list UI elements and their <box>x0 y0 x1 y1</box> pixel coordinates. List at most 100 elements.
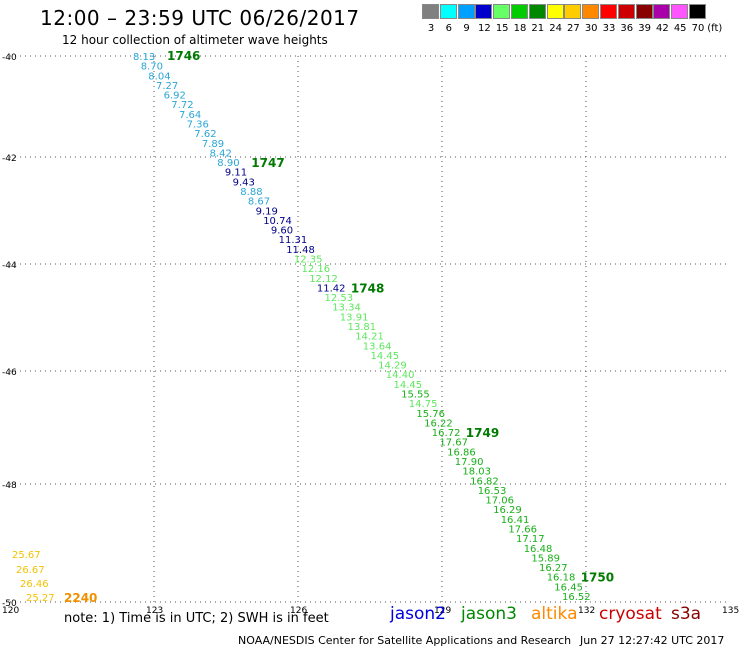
legend-label: 12 <box>478 23 491 34</box>
swh-value: 12.53 <box>325 293 354 304</box>
swh-value: 16.52 <box>562 592 591 603</box>
legend-label: 3 <box>427 23 435 34</box>
swh-value: 17.06 <box>485 496 514 507</box>
legend-swatch <box>600 4 617 19</box>
pass-time-label: 2240 <box>64 591 97 605</box>
legend-swatch <box>546 4 564 19</box>
swh-value: 9.43 <box>233 177 255 188</box>
longitude-label: 126 <box>290 606 307 616</box>
swh-value: 7.89 <box>202 139 224 150</box>
legend-label: 70 <box>691 23 705 34</box>
pass-time-label: 1749 <box>466 426 499 440</box>
legend-swatch <box>671 4 689 19</box>
page-title: 12:00 – 23:59 UTC 06/26/2017 <box>40 6 360 30</box>
legend-label: 18 <box>513 23 527 34</box>
swh-value: 17.67 <box>439 438 468 449</box>
legend-swatch <box>511 4 528 19</box>
footer-credit: NOAA/NESDIS Center for Satellite Applica… <box>238 634 572 647</box>
longitude-label: 135 <box>722 606 739 616</box>
legend-label: 24 <box>549 23 562 34</box>
swh-value: 7.64 <box>179 110 201 121</box>
latitude-label: -46 <box>2 368 17 378</box>
swh-value: 12.35 <box>294 255 323 266</box>
swh-value: 8.04 <box>148 71 170 82</box>
note-text: note: 1) Time is in UTC; 2) SWH is in fe… <box>64 611 329 626</box>
pass-time-label: 1750 <box>581 571 614 585</box>
swh-value: 26.46 <box>20 579 49 590</box>
swh-value: 25.27 <box>26 593 55 604</box>
legend-swatch <box>582 4 600 19</box>
pass-time-label: 1746 <box>167 49 200 63</box>
swh-value: 14.29 <box>378 361 407 372</box>
legend-swatch <box>564 4 582 19</box>
page-subtitle: 12 hour collection of altimeter wave hei… <box>62 33 328 47</box>
swh-value: 11.31 <box>279 235 308 246</box>
swh-value: 14.21 <box>355 332 384 343</box>
swh-value: 15.55 <box>401 390 430 401</box>
legend-swatch <box>439 4 457 19</box>
swh-value: 8.67 <box>248 197 270 208</box>
swh-value: 17.90 <box>455 457 484 468</box>
legend-swatch <box>617 4 635 19</box>
swh-value: 16.22 <box>424 418 453 429</box>
legend-swatch <box>635 4 653 19</box>
satellite-name: altika <box>531 604 578 624</box>
legend-unit: (ft) <box>707 23 723 34</box>
swh-value: 26.67 <box>16 565 45 576</box>
swh-value: 11.42 <box>317 283 346 294</box>
legend-swatch <box>457 4 475 19</box>
swh-value: 14.45 <box>394 380 423 391</box>
legend-label: 45 <box>673 23 687 34</box>
swh-value: 16.82 <box>470 476 499 487</box>
legend-label: 36 <box>620 23 634 34</box>
swh-value: 8.90 <box>217 158 239 169</box>
swh-value: 15.76 <box>416 409 445 420</box>
legend-swatch <box>493 4 511 19</box>
pass-time-label: 1748 <box>351 281 384 295</box>
longitude-label: 120 <box>2 606 19 616</box>
legend-label: 27 <box>567 23 580 34</box>
swh-value: 15.89 <box>531 553 560 564</box>
swh-value: 14.45 <box>371 351 400 362</box>
swh-value: 8.70 <box>141 62 163 73</box>
swh-value: 11.48 <box>286 245 315 256</box>
swh-value: 16.86 <box>447 447 476 458</box>
swh-value: 16.45 <box>554 582 583 593</box>
swh-value: 9.11 <box>225 168 247 179</box>
latitude-label: -44 <box>2 261 17 271</box>
satellite-name: s3a <box>671 604 702 624</box>
swh-value: 16.41 <box>501 515 530 526</box>
legend-label: 30 <box>584 23 598 34</box>
swh-value: 10.74 <box>263 216 292 227</box>
legend-label: 33 <box>602 23 616 34</box>
swh-value: 16.27 <box>539 563 568 574</box>
legend-swatch <box>475 4 493 19</box>
swh-value: 12.16 <box>302 264 331 275</box>
legend-swatch <box>653 4 671 19</box>
longitude-label: 129 <box>434 606 451 616</box>
legend-swatch <box>422 4 439 19</box>
satellite-name: jason2 <box>390 604 446 624</box>
swh-value: 8.88 <box>240 187 262 198</box>
legend-label: 9 <box>463 23 470 34</box>
swh-value: 16.29 <box>493 505 522 516</box>
legend-label: 39 <box>638 23 651 34</box>
swh-value: 14.40 <box>386 370 415 381</box>
swh-value: 7.27 <box>156 81 178 92</box>
legend-swatch <box>528 4 546 19</box>
swh-value: 17.66 <box>508 525 537 536</box>
latitude-label: -48 <box>2 481 17 491</box>
swh-value: 25.67 <box>12 550 41 561</box>
latitude-label: -42 <box>2 154 17 164</box>
swh-value: 8.42 <box>210 148 232 159</box>
swh-value: 6.92 <box>164 91 186 102</box>
swh-value: 13.91 <box>340 312 369 323</box>
swh-value: 16.18 <box>547 573 576 584</box>
swh-value: 16.53 <box>478 486 507 497</box>
swh-value: 13.64 <box>363 341 392 352</box>
swh-value: 9.19 <box>256 206 278 217</box>
pass-time-label: 1747 <box>251 156 284 170</box>
swh-value: 7.72 <box>171 100 193 111</box>
latitude-label: -40 <box>2 53 17 63</box>
